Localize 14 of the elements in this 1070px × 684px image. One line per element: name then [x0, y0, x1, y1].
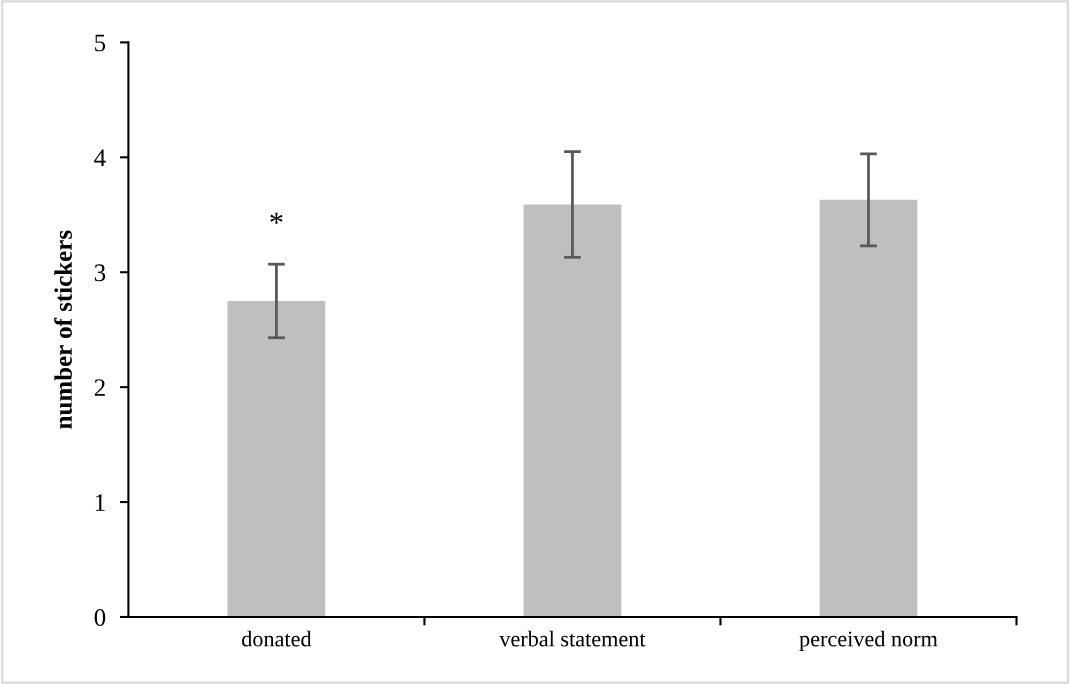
y-tick-label: 3: [94, 264, 106, 282]
bar: [819, 199, 918, 617]
y-tick-label: 2: [94, 379, 105, 396]
x-tick-label: verbal statement: [499, 630, 646, 647]
x-tick-label: perceived norm: [799, 630, 938, 652]
y-tick-label: 1: [95, 494, 105, 511]
bar: [227, 300, 326, 617]
x-tick-label: donated: [242, 630, 312, 647]
y-tick-label: 5: [95, 34, 106, 52]
y-tick-label: 0: [94, 609, 106, 626]
bar: [523, 204, 622, 617]
y-axis-title: number of stickers: [54, 230, 72, 429]
y-tick-label: 4: [94, 149, 106, 166]
annotation: *: [270, 212, 283, 224]
